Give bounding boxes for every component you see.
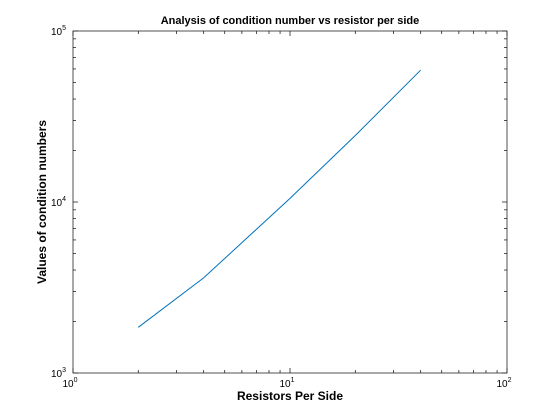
y-tick-label: 104 [51, 196, 66, 209]
series-line [137, 69, 421, 328]
x-tick-label: 101 [279, 377, 294, 390]
y-axis-label: Values of condition numbers [35, 120, 49, 284]
x-tick-label: 100 [62, 377, 77, 390]
plot-area [72, 30, 508, 374]
x-axis-label: Resistors Per Side [237, 389, 343, 403]
y-tick-label: 105 [51, 25, 66, 38]
axis-ticks: 100 101 102 103 104 105 [51, 25, 512, 390]
x-tick-label: 102 [496, 377, 511, 390]
chart-title: Analysis of condition number vs resistor… [161, 15, 420, 27]
y-tick-label: 103 [51, 367, 66, 380]
